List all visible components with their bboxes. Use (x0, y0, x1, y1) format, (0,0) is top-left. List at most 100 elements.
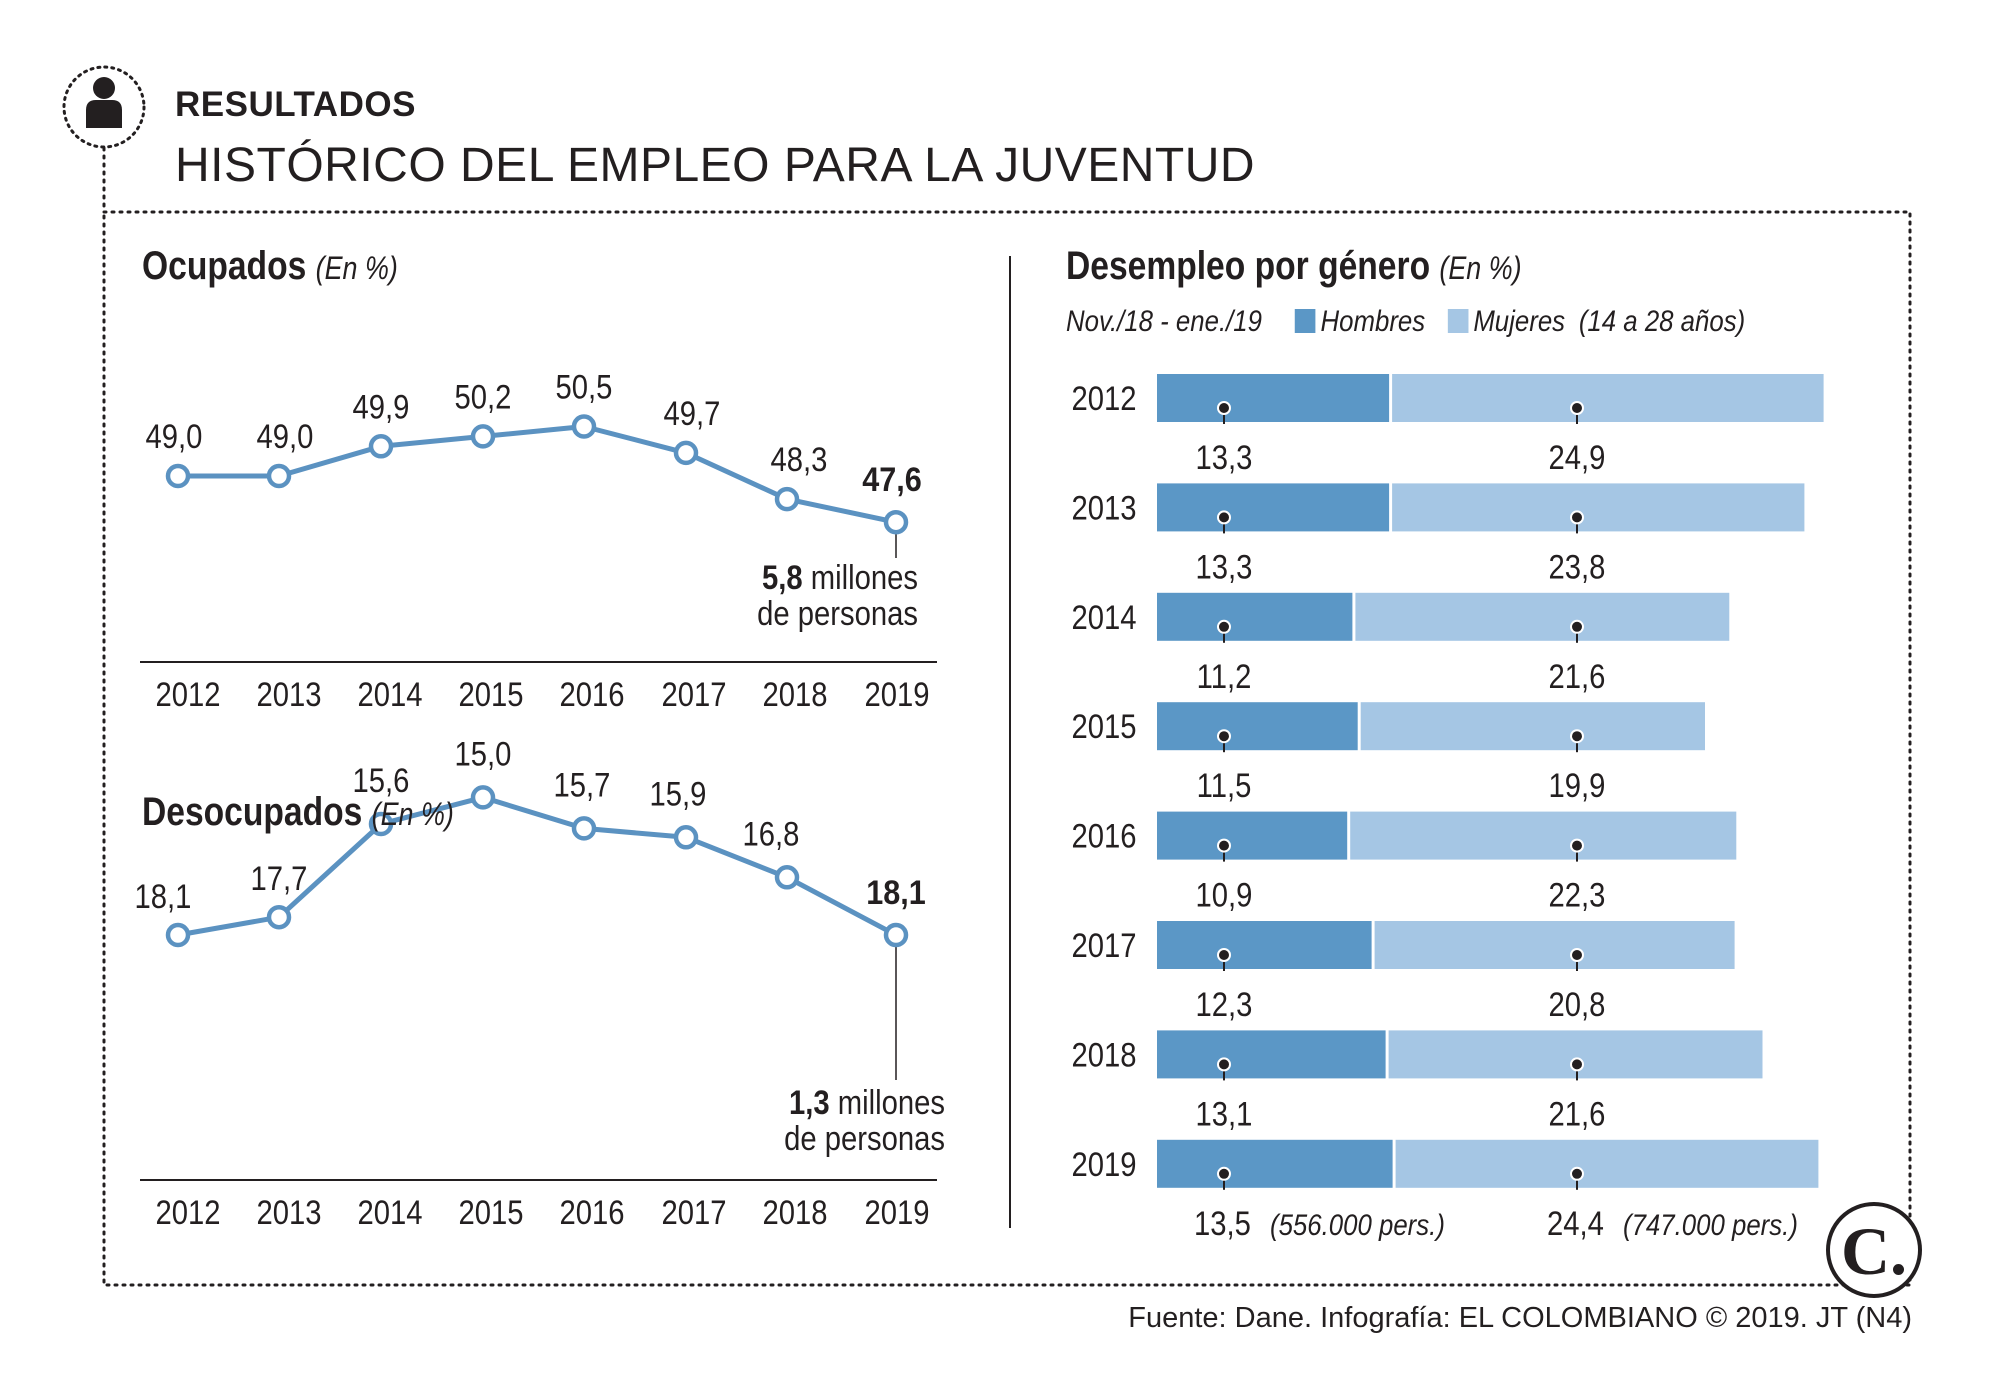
legend-mujeres: Mujeres (1473, 305, 1566, 338)
desocupados-data-label-2013-group: 17,7 (251, 859, 308, 898)
desocupados-data-label-2016-group: 15,7 (554, 765, 611, 804)
desocupados-data-label-2013: 17,7 (251, 859, 308, 898)
ocupados-title-text: Ocupados (142, 244, 307, 288)
legend-period: Nov./18 - ene./19 (1066, 305, 1263, 338)
ocupados-data-label-2017: 49,7 (664, 394, 721, 433)
genero-bar-mujeres-2012 (1392, 374, 1824, 422)
genero-category-label-2012-group: 2012 (1071, 379, 1136, 418)
desocupados-tick-label-2015: 2015 (458, 1193, 523, 1232)
ocupados-tick-label-2015-group: 2015 (458, 675, 523, 714)
genero-bar-hombres-2018 (1157, 1030, 1386, 1079)
desocupados-tick-label-2019-group: 2019 (864, 1193, 929, 1232)
ocupados-tick-label-2012-group: 2012 (155, 675, 220, 714)
desocupados-data-label-2019: 18,1 (866, 874, 926, 912)
genero-category-label-2017-group: 2017 (1071, 926, 1136, 965)
ocupados-tick-label-2013: 2013 (256, 675, 321, 714)
desocupados-data-label-2015: 15,0 (455, 734, 512, 773)
genero-data-label-hombres-2012: 13,3 (1196, 438, 1253, 477)
genero-note-hombres-group: (556.000 pers.) (1270, 1208, 1445, 1241)
desocupados-annotation-line2: de personas (784, 1119, 945, 1158)
desocupados-data-label-2012: 18,1 (135, 877, 192, 916)
genero-data-label-mujeres-2019: 24,4 (1547, 1204, 1604, 1243)
legend-age-note: (14 a 28 años) (1578, 305, 1746, 338)
ocupados-data-label-2016: 50,5 (556, 367, 613, 406)
genero-bar-mujeres-2017 (1374, 921, 1735, 969)
genero-note-hombres: (556.000 pers.) (1270, 1208, 1445, 1241)
desocupados-data-label-2017: 15,9 (650, 774, 707, 813)
desocupados-data-label-2012-group: 18,1 (135, 877, 192, 916)
genero-pin-head-mujeres-2018 (1570, 1057, 1584, 1072)
genero-data-label-hombres-2019-group: 13,5 (1194, 1204, 1251, 1243)
ocupados-data-label-2015-group: 50,2 (455, 377, 512, 416)
genero-unit: (En %) (1439, 250, 1522, 286)
genero-category-label-2013-group: 2013 (1071, 488, 1136, 527)
genero-pin-head-hombres-2017 (1217, 948, 1231, 962)
genero-data-label-mujeres-2012: 24,9 (1549, 438, 1606, 477)
desocupados-tick-label-2018: 2018 (762, 1193, 827, 1232)
genero-data-label-mujeres-2017-group: 20,8 (1549, 985, 1606, 1024)
ocupados-tick-label-2016-group: 2016 (559, 675, 624, 714)
genero-data-label-hombres-2019: 13,5 (1194, 1204, 1251, 1243)
genero-pin-head-hombres-2019 (1217, 1166, 1231, 1181)
desocupados-point-2013 (266, 904, 292, 930)
desocupados-tick-label-2014: 2014 (357, 1193, 422, 1232)
desocupados-annotation-unit: millones (830, 1083, 945, 1122)
desocupados-point-2017 (673, 825, 699, 850)
genero-data-label-hombres-2015: 11,5 (1197, 766, 1252, 805)
ocupados-point-2015 (470, 424, 496, 449)
ocupados-series-line (178, 424, 897, 525)
genero-data-label-hombres-2017: 12,3 (1196, 985, 1253, 1024)
genero-data-label-hombres-2013-group: 13,3 (1196, 547, 1253, 586)
genero-note-mujeres: (747.000 pers.) (1623, 1208, 1798, 1241)
ocupados-annotation-line2-group: de personas (757, 594, 918, 633)
genero-data-label-mujeres-2016-group: 22,3 (1549, 876, 1606, 915)
genero-data-label-hombres-2012-group: 13,3 (1196, 438, 1253, 477)
legend-swatch-mujeres (1447, 309, 1469, 333)
legend-swatch-hombres (1294, 309, 1316, 333)
genero-category-label-2015-group: 2015 (1071, 707, 1136, 746)
desocupados-tick-label-2012-group: 2012 (155, 1193, 220, 1232)
ocupados-data-label-2016-group: 50,5 (556, 367, 613, 406)
ocupados-data-label-2018: 48,3 (771, 440, 828, 479)
genero-pin-head-mujeres-2019 (1570, 1166, 1584, 1181)
ocupados-tick-label-2017-group: 2017 (661, 675, 726, 714)
genero-category-label-2016-group: 2016 (1071, 817, 1136, 856)
ocupados-annotation-unit: millones (803, 558, 918, 597)
ocupados-point-2013 (266, 463, 292, 489)
desocupados-series-line (177, 794, 898, 938)
ocupados-annotation-value: 5,8 (762, 558, 803, 597)
ocupados-data-label-2013: 49,0 (257, 417, 314, 456)
genero-bar-mujeres-2015 (1360, 702, 1705, 751)
genero-bar-hombres-2016 (1157, 811, 1348, 860)
genero-bar-mujeres-2019 (1395, 1139, 1819, 1188)
ocupados-point-2012 (165, 463, 191, 489)
ocupados-annotation-line2: de personas (757, 594, 918, 633)
desocupados-annotation-line1-group: 1,3 millones (789, 1083, 945, 1122)
ocupados-point-2018 (774, 486, 800, 512)
desocupados-data-label-2018: 16,8 (743, 814, 800, 853)
genero-pin-head-hombres-2018 (1217, 1057, 1231, 1072)
desocupados-annotation-line1: 1,3 millones (789, 1083, 945, 1122)
desocupados-tick-label-2012: 2012 (155, 1193, 220, 1232)
genero-data-label-mujeres-2015: 19,9 (1549, 766, 1606, 805)
genero-bar-hombres-2012 (1157, 374, 1390, 422)
ocupados-data-label-2014: 49,9 (353, 387, 410, 426)
desocupados-title: Desocupados (En %) (142, 790, 454, 835)
ocupados-data-label-2019-group: 47,6 (862, 461, 922, 499)
genero-pin-head-mujeres-2015 (1570, 729, 1584, 744)
genero-category-label-2014-group: 2014 (1071, 598, 1136, 637)
genero-category-label-2015: 2015 (1071, 707, 1136, 746)
ocupados-tick-label-2012: 2012 (155, 675, 220, 714)
desocupados-tick-label-2019: 2019 (864, 1193, 929, 1232)
genero-pin-head-hombres-2013 (1217, 510, 1231, 525)
desocupados-tick-label-2015-group: 2015 (458, 1193, 523, 1232)
desocupados-tick-label-2017: 2017 (661, 1193, 726, 1232)
ocupados-tick-label-2014: 2014 (357, 675, 422, 714)
desocupados-data-label-2019-group: 18,1 (866, 874, 926, 912)
ocupados-data-label-2019: 47,6 (862, 461, 922, 499)
ocupados-annotation-line1-group: 5,8 millones (762, 558, 918, 597)
genero-pin-head-mujeres-2013 (1570, 510, 1584, 525)
genero-category-label-2014: 2014 (1071, 598, 1136, 637)
genero-category-label-2017: 2017 (1071, 926, 1136, 965)
genero-pin-head-hombres-2015 (1217, 729, 1231, 744)
